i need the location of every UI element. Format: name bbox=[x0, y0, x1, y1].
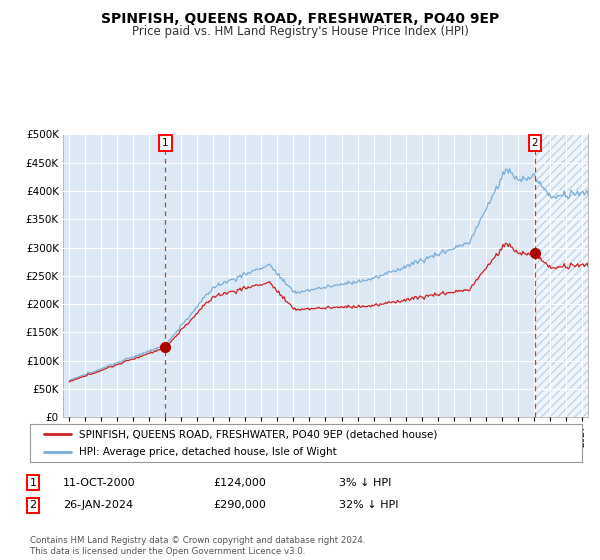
Bar bbox=[535, 134, 588, 417]
Text: 2: 2 bbox=[532, 138, 538, 148]
Text: 2: 2 bbox=[29, 500, 37, 510]
Text: £124,000: £124,000 bbox=[213, 478, 266, 488]
Text: 32% ↓ HPI: 32% ↓ HPI bbox=[339, 500, 398, 510]
Text: SPINFISH, QUEENS ROAD, FRESHWATER, PO40 9EP: SPINFISH, QUEENS ROAD, FRESHWATER, PO40 … bbox=[101, 12, 499, 26]
Text: HPI: Average price, detached house, Isle of Wight: HPI: Average price, detached house, Isle… bbox=[79, 447, 337, 457]
Text: 1: 1 bbox=[29, 478, 37, 488]
Text: SPINFISH, QUEENS ROAD, FRESHWATER, PO40 9EP (detached house): SPINFISH, QUEENS ROAD, FRESHWATER, PO40 … bbox=[79, 429, 437, 439]
Text: Contains HM Land Registry data © Crown copyright and database right 2024.
This d: Contains HM Land Registry data © Crown c… bbox=[30, 536, 365, 556]
Text: 26-JAN-2024: 26-JAN-2024 bbox=[63, 500, 133, 510]
Text: Price paid vs. HM Land Registry's House Price Index (HPI): Price paid vs. HM Land Registry's House … bbox=[131, 25, 469, 38]
Text: 11-OCT-2000: 11-OCT-2000 bbox=[63, 478, 136, 488]
Text: 3% ↓ HPI: 3% ↓ HPI bbox=[339, 478, 391, 488]
Bar bbox=[535, 134, 588, 417]
Text: £290,000: £290,000 bbox=[213, 500, 266, 510]
Text: 1: 1 bbox=[162, 138, 169, 148]
